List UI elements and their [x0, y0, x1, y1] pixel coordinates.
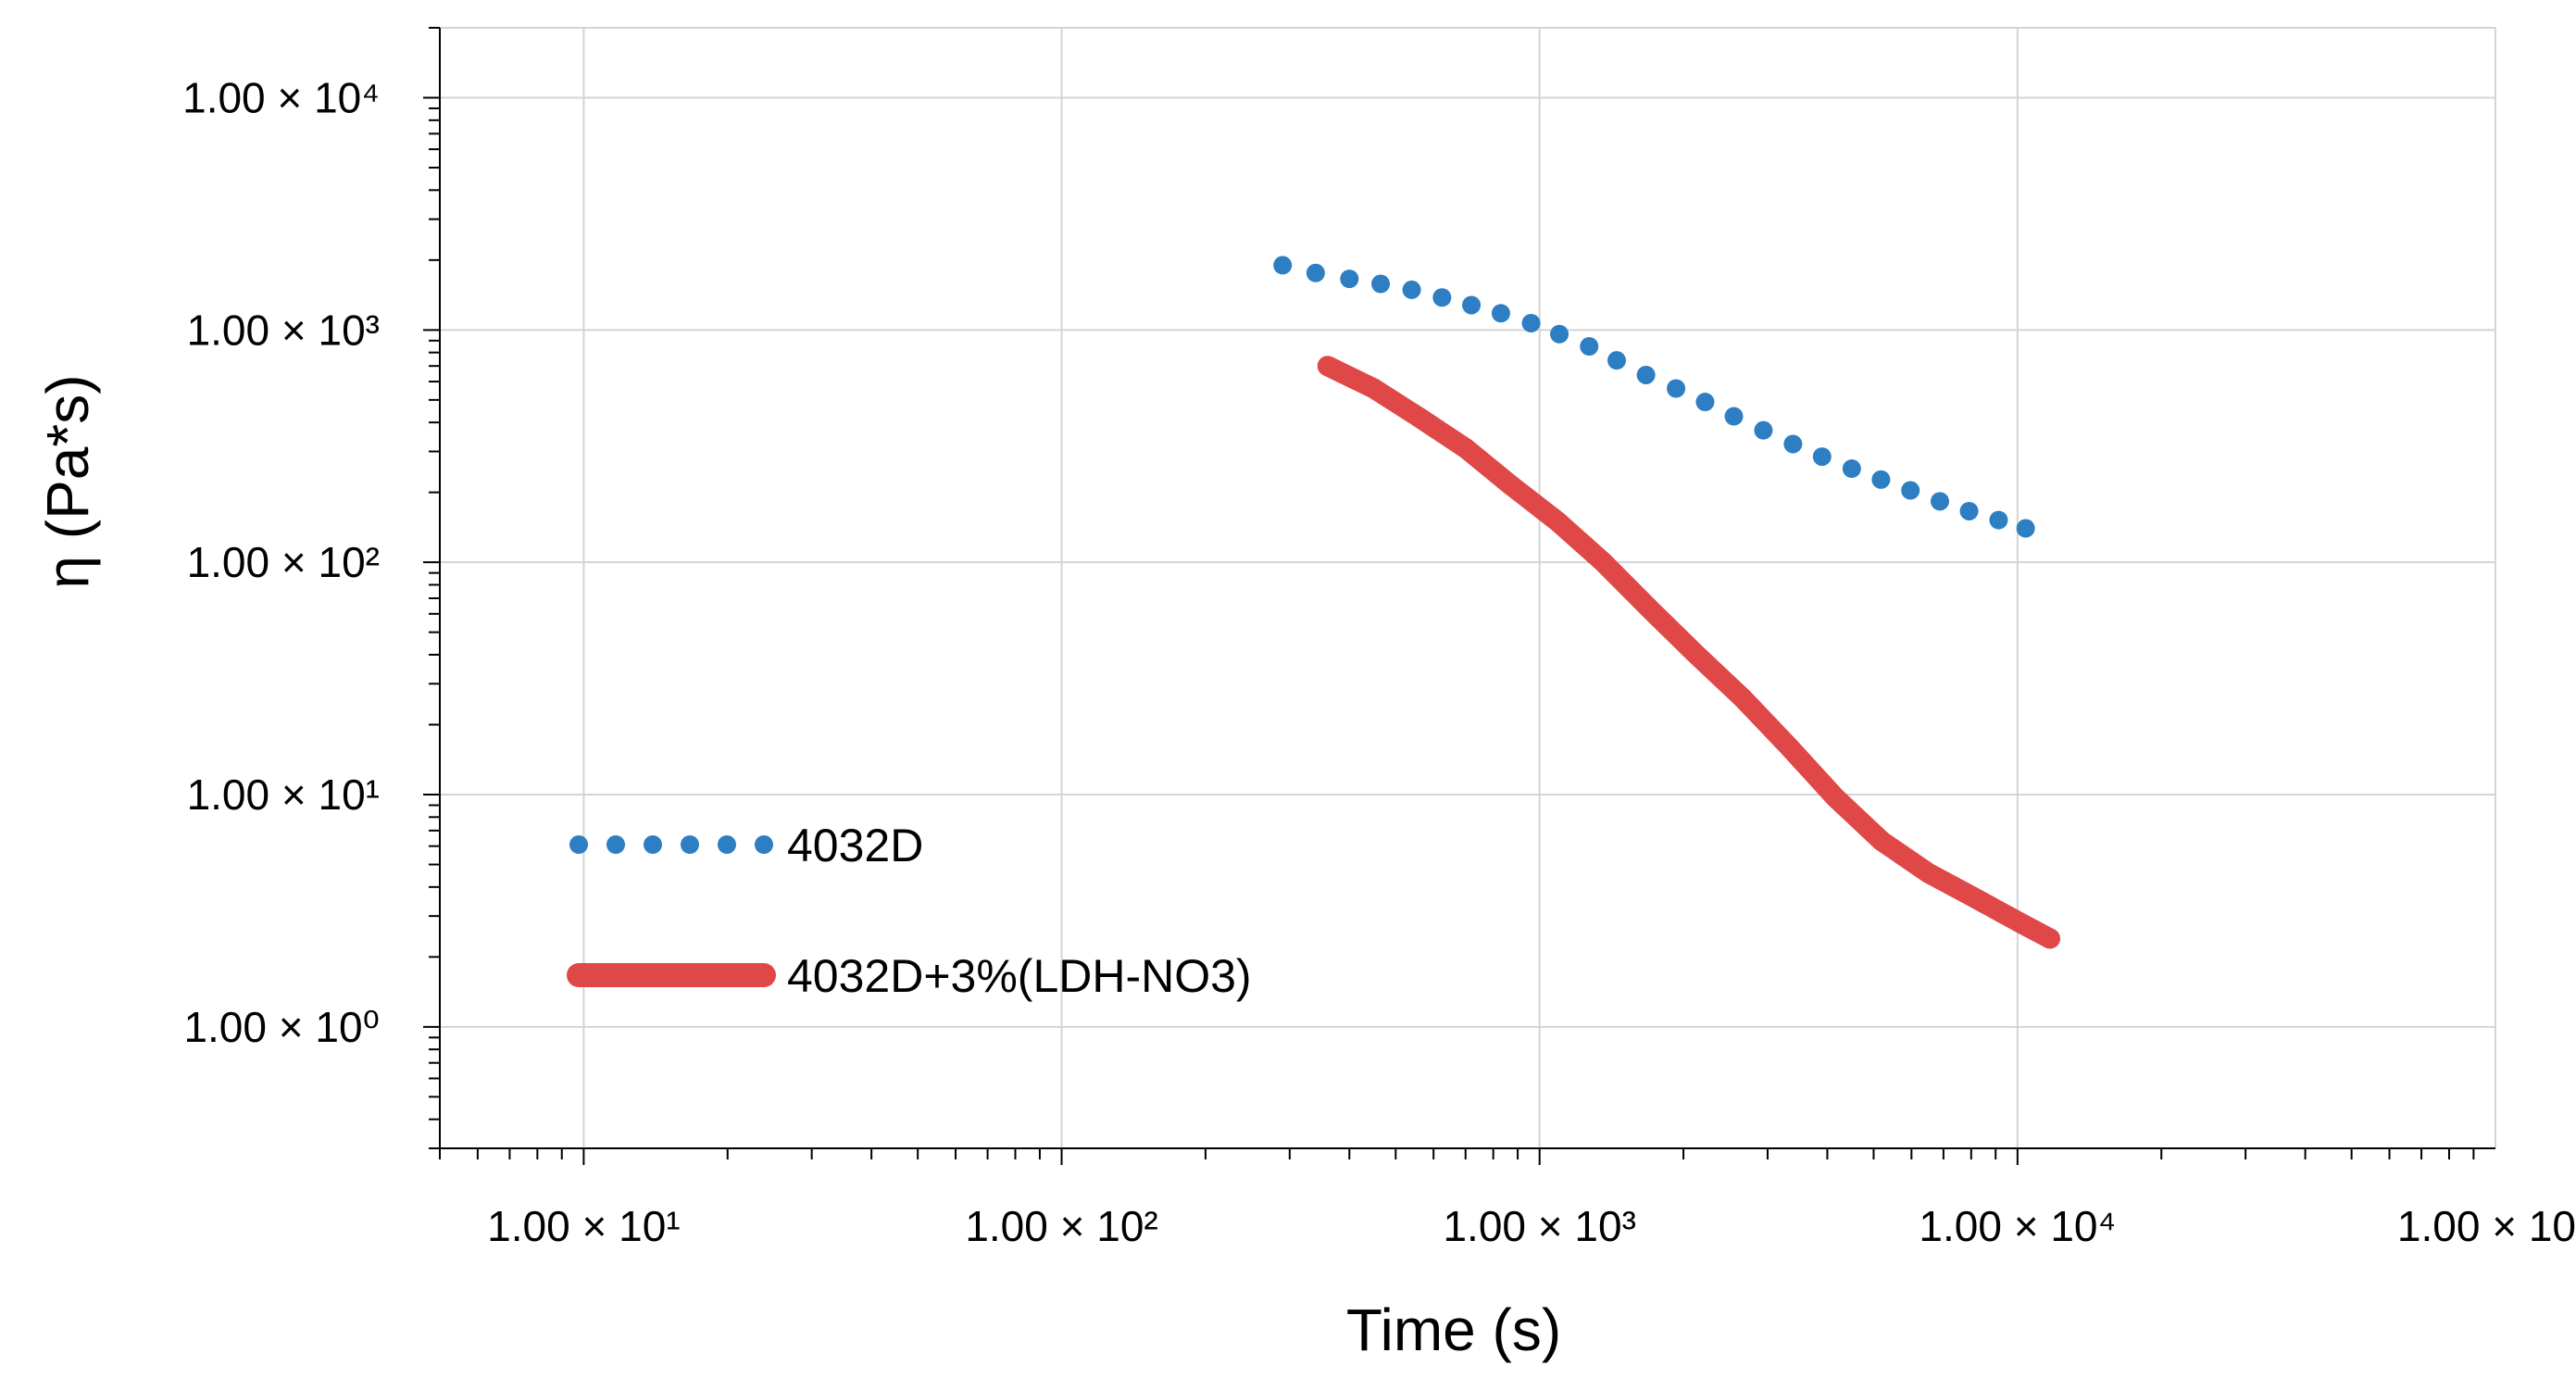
x-tick-label: 1.00 × 10⁴ — [1919, 1202, 2116, 1250]
legend-label-4032D-LDH: 4032D+3%(LDH-NO3) — [787, 950, 1252, 1002]
legend-dot — [755, 835, 773, 854]
x-tick-label: 1.00 × 10³ — [1443, 1202, 1635, 1250]
y-tick-label: 1.00 × 10⁴ — [182, 74, 380, 122]
series-4032D-point — [1521, 313, 1541, 332]
series-4032D-point — [1462, 295, 1482, 315]
grid-lines — [440, 27, 2496, 1148]
y-tick-label: 1.00 × 10² — [187, 538, 380, 586]
series-4032D-point — [1931, 492, 1950, 511]
y-axis-title: η (Pa*s) — [34, 374, 101, 588]
series-4032D-point — [1340, 269, 1359, 289]
legend-dot — [606, 835, 625, 854]
series-4032D-point — [1580, 337, 1599, 357]
y-tick-label: 1.00 × 10³ — [187, 306, 380, 354]
y-tick-label: 1.00 × 10⁰ — [183, 1003, 380, 1051]
series-4032D-point — [1695, 393, 1715, 412]
series-4032D-point — [1724, 407, 1744, 426]
legend-label-4032D: 4032D — [787, 820, 923, 871]
x-tick-label: 1.00 × 10¹ — [487, 1202, 680, 1250]
series-4032D-point — [1812, 447, 1832, 467]
series-4032D-point — [1550, 324, 1569, 344]
x-axis-title: Time (s) — [1346, 1297, 1561, 1363]
series-4032D-point — [1607, 351, 1626, 370]
series-4032D-point — [1402, 280, 1421, 299]
series-4032D-point — [1783, 434, 1803, 454]
series-4032D-point — [1273, 256, 1293, 275]
series-4032D-point — [1491, 304, 1510, 323]
legend-swatch-4032D — [569, 835, 773, 854]
legend-dot — [681, 835, 699, 854]
series-4032D-point — [2016, 519, 2035, 538]
legend-dot — [718, 835, 736, 854]
series-4032D-point — [1371, 274, 1391, 294]
series-4032D-point — [1989, 510, 2008, 530]
legend-dot — [569, 835, 588, 854]
series-4032D-point — [1636, 365, 1656, 384]
series-4032D-point — [1306, 263, 1325, 282]
legend: 4032D 4032D+3%(LDH-NO3) — [567, 820, 1252, 1002]
x-tick-label: 1.00 × 10² — [965, 1202, 1157, 1250]
series-4032D-point — [1959, 501, 1979, 520]
series-4032D-point — [1871, 470, 1891, 489]
x-tick-label: 1.00 × 10⁵ — [2397, 1202, 2576, 1250]
legend-dot — [644, 835, 662, 854]
series-4032D-point — [1754, 420, 1773, 440]
y-tick-label: 1.00 × 10¹ — [187, 770, 380, 819]
series-4032D-point — [1667, 379, 1686, 398]
series-4032D-LDH-line — [1317, 356, 2060, 949]
tick-labels: 1.00 × 10¹ 1.00 × 10² 1.00 × 10³ 1.00 × 10⁴… — [182, 74, 2576, 1250]
series-4032D-point — [1842, 459, 1861, 479]
series-4032D-point — [1432, 288, 1452, 307]
series-group — [1273, 256, 2060, 949]
axes — [423, 27, 2495, 1165]
series-4032D-point — [1901, 481, 1920, 500]
